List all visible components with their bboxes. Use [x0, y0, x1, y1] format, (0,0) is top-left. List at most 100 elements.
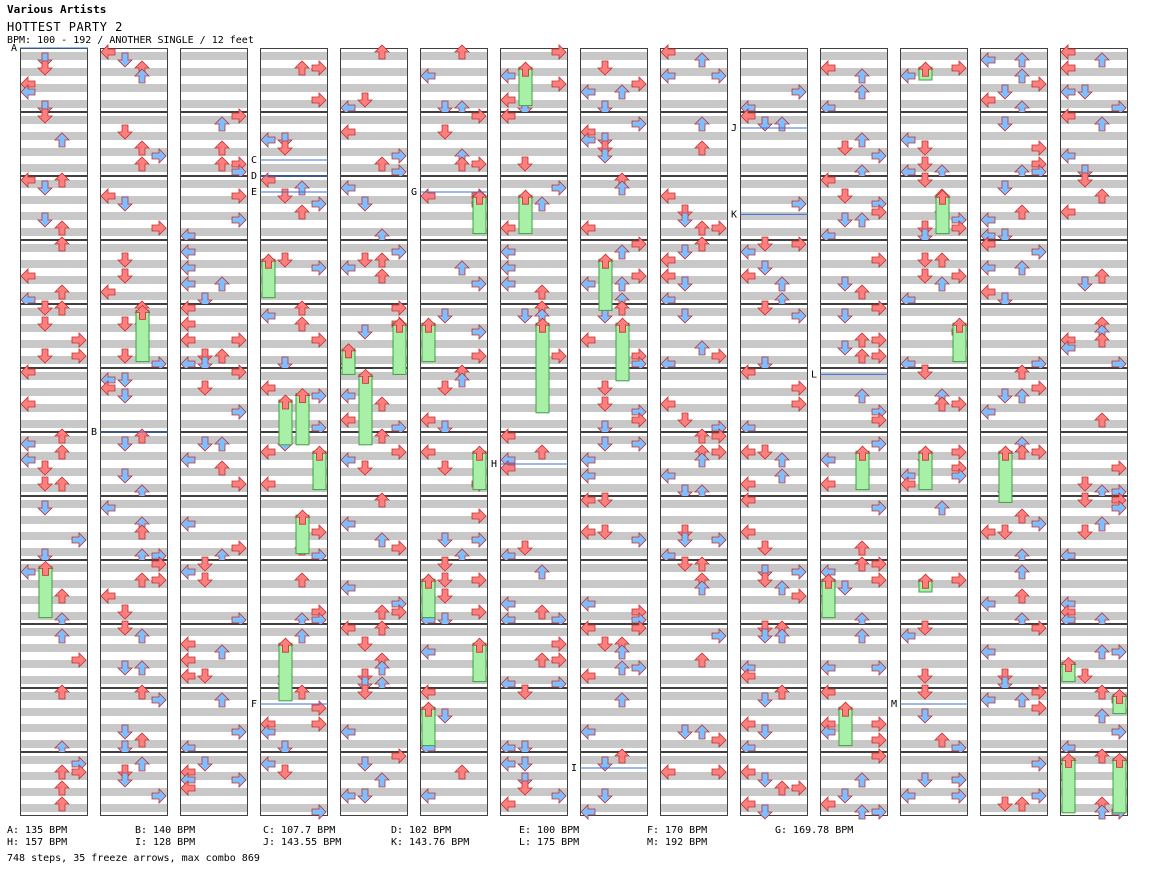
beat-stripe	[740, 308, 808, 316]
beat-stripe	[420, 772, 488, 780]
up-arrow	[534, 444, 550, 460]
right-arrow	[791, 236, 807, 252]
beat-stripe	[500, 644, 568, 652]
beat-stripe	[980, 548, 1048, 556]
beat-stripe	[820, 148, 888, 156]
left-arrow	[1060, 148, 1076, 164]
measure-border	[820, 752, 888, 816]
beat-stripe	[260, 500, 328, 508]
beat-stripe	[740, 436, 808, 444]
beat-stripe	[900, 692, 968, 700]
left-arrow	[180, 564, 196, 580]
beat-stripe	[580, 228, 648, 236]
beat-stripe	[180, 276, 248, 284]
beat-stripe	[500, 388, 568, 396]
right-arrow	[791, 564, 807, 580]
beat-stripe	[100, 244, 168, 252]
measure-border	[260, 688, 328, 752]
beat-stripe	[420, 116, 488, 124]
beat-stripe	[580, 372, 648, 380]
left-arrow	[500, 244, 516, 260]
freeze-head	[471, 637, 488, 653]
beat-stripe	[180, 660, 248, 668]
beat-stripe	[100, 516, 168, 524]
beat-stripe	[100, 740, 168, 748]
beat-stripe	[20, 276, 88, 284]
down-arrow	[597, 636, 613, 652]
up-arrow	[54, 300, 70, 316]
beat-stripe	[660, 340, 728, 348]
beat-stripe	[340, 404, 408, 412]
beat-stripe	[500, 564, 568, 572]
beat-stripe	[820, 356, 888, 364]
beat-stripe	[980, 324, 1048, 332]
beat-stripe	[20, 612, 88, 620]
beat-stripe	[740, 68, 808, 76]
beat-stripe	[340, 516, 408, 524]
beat-stripe	[180, 484, 248, 492]
down-arrow	[677, 412, 693, 428]
left-arrow	[340, 180, 356, 196]
left-arrow	[20, 564, 36, 580]
beat-stripe	[420, 468, 488, 476]
measure-border	[820, 240, 888, 304]
up-arrow	[534, 284, 550, 300]
measure-border	[660, 304, 728, 368]
bpm-marker-label: L	[811, 369, 817, 380]
beat-stripe	[340, 740, 408, 748]
beat-stripe	[500, 740, 568, 748]
right-arrow	[791, 588, 807, 604]
down-arrow	[117, 436, 133, 452]
measure-border	[500, 688, 568, 752]
measure-border	[100, 624, 168, 688]
left-arrow	[900, 68, 916, 84]
beat-stripe	[500, 84, 568, 92]
left-arrow	[980, 692, 996, 708]
bpm-marker-label: D	[251, 171, 257, 182]
left-arrow	[980, 212, 996, 228]
freeze-head	[854, 445, 871, 461]
right-arrow	[871, 148, 887, 164]
beat-stripe	[900, 212, 968, 220]
beat-stripe	[180, 548, 248, 556]
beat-stripe	[100, 724, 168, 732]
up-arrow	[694, 52, 710, 68]
beat-stripe	[100, 132, 168, 140]
measure-border	[740, 624, 808, 688]
beat-stripe	[20, 228, 88, 236]
beat-stripe	[980, 68, 1048, 76]
freeze-head	[357, 368, 374, 384]
down-arrow	[677, 308, 693, 324]
down-arrow	[197, 356, 213, 372]
beat-stripe	[740, 244, 808, 252]
right-arrow	[391, 604, 407, 620]
beat-stripe	[900, 84, 968, 92]
up-arrow	[934, 396, 950, 412]
left-arrow	[580, 220, 596, 236]
beat-stripe	[340, 596, 408, 604]
beat-stripe	[340, 548, 408, 556]
down-arrow	[1077, 476, 1093, 492]
beat-stripe	[260, 436, 328, 444]
down-arrow	[837, 788, 853, 804]
down-arrow	[757, 804, 773, 820]
beat-stripe	[580, 404, 648, 412]
beat-stripe	[20, 164, 88, 172]
down-arrow	[37, 180, 53, 196]
left-arrow	[500, 596, 516, 612]
beat-stripe	[980, 708, 1048, 716]
beat-stripe	[980, 372, 1048, 380]
beat-stripe	[820, 324, 888, 332]
beat-stripe	[580, 308, 648, 316]
beat-stripe	[820, 180, 888, 188]
measure-border	[20, 432, 88, 496]
beat-stripe	[420, 404, 488, 412]
beat-stripe	[340, 52, 408, 60]
down-arrow	[437, 588, 453, 604]
beat-stripe	[20, 596, 88, 604]
left-arrow	[740, 476, 756, 492]
beat-stripe	[660, 548, 728, 556]
down-arrow	[677, 556, 693, 572]
beat-stripe	[740, 676, 808, 684]
beat-stripe	[1060, 388, 1128, 396]
